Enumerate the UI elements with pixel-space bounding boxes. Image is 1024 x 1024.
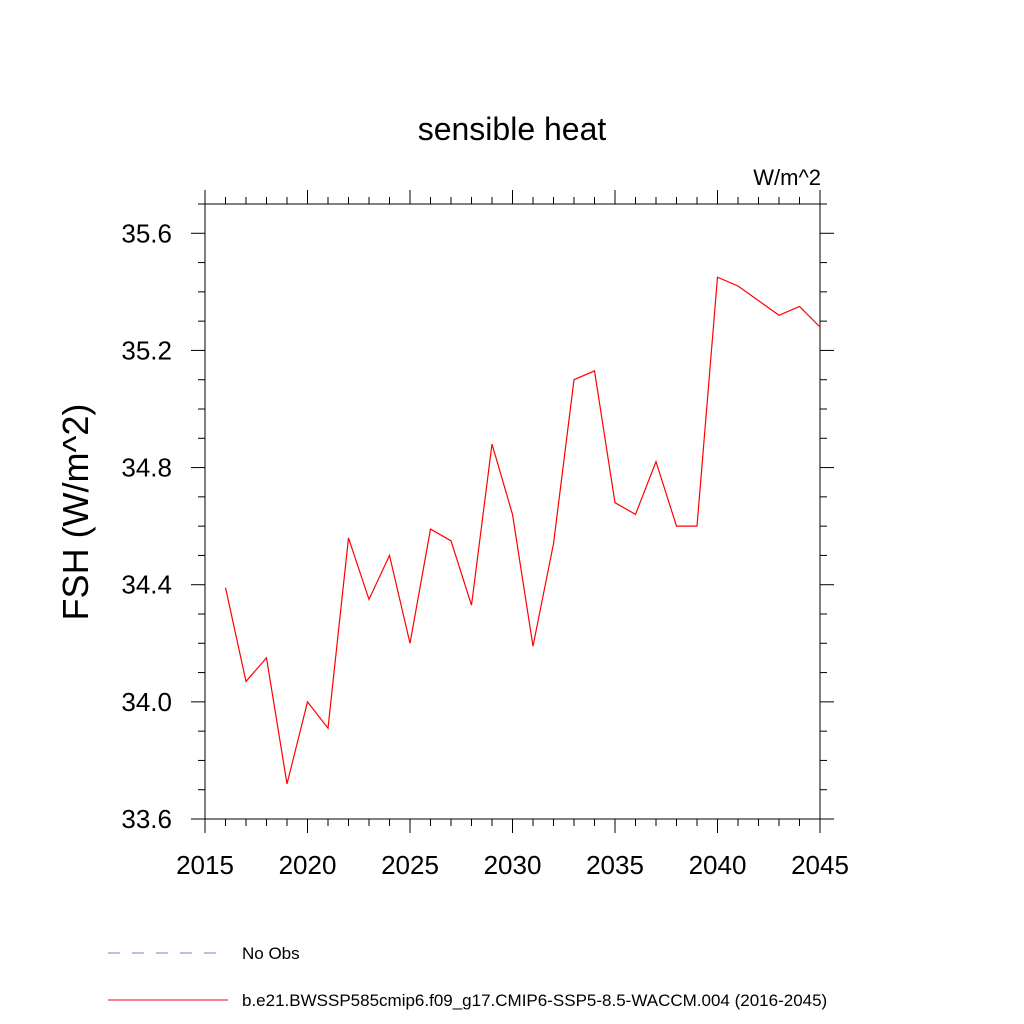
axis-tick-labels: 2015 2020 2025 2030 2035 2040 2045 33.6 34.0 34.4… [121, 218, 849, 880]
series-layer [224, 276, 821, 785]
legend-label: No Obs [242, 944, 300, 963]
x-tick-label: 2030 [484, 850, 542, 880]
x-tick-label: 2025 [381, 850, 439, 880]
y-tick-label: 34.0 [121, 687, 172, 717]
legend: No Obs b.e21.BWSSP585cmip6.f09_g17.CMIP6-… [108, 944, 827, 1010]
legend-label: b.e21.BWSSP585cmip6.f09_g17.CMIP6-SSP5-8… [242, 991, 827, 1010]
x-tick-label: 2045 [791, 850, 849, 880]
y-tick-label: 34.8 [121, 453, 172, 483]
y-tick-label: 35.6 [121, 218, 172, 248]
y-axis-label: FSH (W/m^2) [55, 404, 96, 621]
units-label: W/m^2 [753, 165, 821, 190]
x-tick-label: 2020 [279, 850, 337, 880]
chart-title: sensible heat [418, 111, 607, 147]
axis-ticks [191, 190, 834, 833]
plot-frame [204, 203, 821, 820]
y-tick-label: 35.2 [121, 335, 172, 365]
x-tick-label: 2035 [586, 850, 644, 880]
x-tick-label: 2015 [176, 850, 234, 880]
series-line [224, 276, 821, 785]
y-tick-label: 33.6 [121, 804, 172, 834]
y-tick-label: 34.4 [121, 570, 172, 600]
x-tick-label: 2040 [689, 850, 747, 880]
